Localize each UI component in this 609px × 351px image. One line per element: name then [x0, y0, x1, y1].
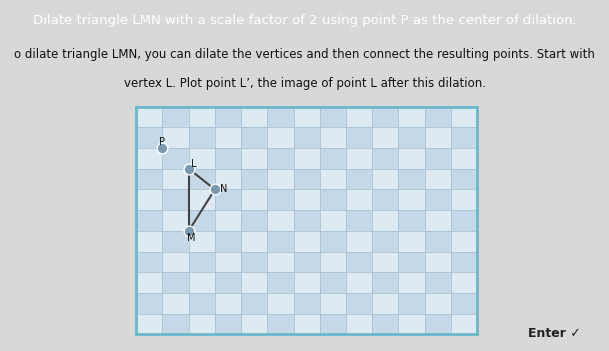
Bar [163, 148, 189, 169]
Text: Enter ✓: Enter ✓ [528, 327, 580, 340]
Text: M: M [187, 233, 195, 243]
Bar [163, 313, 189, 334]
Bar [294, 127, 320, 148]
Bar [241, 169, 267, 190]
Bar [163, 190, 189, 210]
Text: Dilate triangle LMN with a scale factor of 2 using point P as the center of dila: Dilate triangle LMN with a scale factor … [33, 14, 576, 27]
Bar [424, 231, 451, 252]
Bar [189, 210, 215, 231]
Bar [451, 293, 477, 313]
Text: L: L [191, 159, 197, 168]
Bar [136, 210, 163, 231]
Bar [346, 252, 372, 272]
Bar [372, 107, 398, 127]
Bar [372, 190, 398, 210]
Bar [424, 107, 451, 127]
Bar [451, 210, 477, 231]
Bar [424, 148, 451, 169]
Bar [267, 313, 294, 334]
Bar [320, 272, 346, 293]
Bar [424, 190, 451, 210]
Bar [372, 148, 398, 169]
Bar [189, 293, 215, 313]
Bar [372, 272, 398, 293]
Bar [451, 127, 477, 148]
Bar [267, 190, 294, 210]
Bar [163, 272, 189, 293]
Bar [136, 169, 163, 190]
Bar [189, 127, 215, 148]
Bar [215, 313, 241, 334]
Text: o dilate triangle LMN, you can dilate the vertices and then connect the resultin: o dilate triangle LMN, you can dilate th… [14, 48, 595, 61]
Bar [346, 293, 372, 313]
Bar [136, 293, 163, 313]
Bar [241, 252, 267, 272]
Bar [163, 231, 189, 252]
Bar [294, 169, 320, 190]
Bar [294, 210, 320, 231]
Point [184, 228, 194, 234]
Bar [189, 252, 215, 272]
Bar [215, 190, 241, 210]
Bar [215, 148, 241, 169]
Bar [215, 107, 241, 127]
Bar [320, 190, 346, 210]
Bar [451, 169, 477, 190]
Bar [346, 169, 372, 190]
Bar [320, 148, 346, 169]
Point [210, 187, 220, 192]
Bar [267, 231, 294, 252]
Bar [294, 293, 320, 313]
Text: P: P [160, 137, 166, 147]
Bar [241, 127, 267, 148]
Bar [398, 293, 424, 313]
Bar [398, 252, 424, 272]
Bar [267, 148, 294, 169]
Bar [372, 313, 398, 334]
Bar [346, 127, 372, 148]
Bar [346, 210, 372, 231]
Bar [215, 272, 241, 293]
Bar [320, 107, 346, 127]
Bar [451, 252, 477, 272]
Bar [136, 127, 163, 148]
Bar [320, 313, 346, 334]
Bar [398, 210, 424, 231]
Bar [215, 231, 241, 252]
Bar [398, 169, 424, 190]
Bar [294, 252, 320, 272]
Bar [241, 293, 267, 313]
Bar [267, 107, 294, 127]
Text: vertex L. Plot point L’, the image of point L after this dilation.: vertex L. Plot point L’, the image of po… [124, 77, 485, 90]
Text: N: N [220, 184, 228, 194]
Bar [320, 231, 346, 252]
Bar [424, 313, 451, 334]
Bar [424, 272, 451, 293]
Bar [241, 210, 267, 231]
Point [184, 166, 194, 172]
Bar [267, 272, 294, 293]
Bar [372, 231, 398, 252]
Bar [398, 127, 424, 148]
Point [158, 145, 167, 151]
Bar [163, 107, 189, 127]
Bar [136, 252, 163, 272]
Bar [189, 169, 215, 190]
